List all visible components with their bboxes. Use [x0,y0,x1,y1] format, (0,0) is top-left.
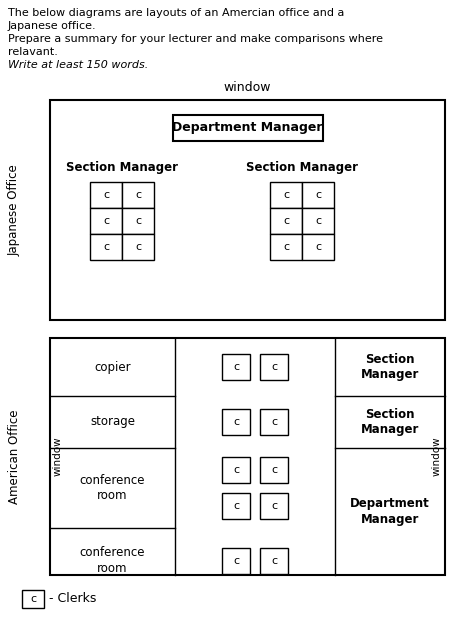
Text: Write at least 150 words.: Write at least 150 words. [8,60,148,70]
Bar [260,354,288,380]
Text: c: c [271,362,277,372]
Text: window: window [432,436,442,476]
Text: conference
room: conference room [80,547,145,575]
Text: c: c [315,242,321,252]
Bar [270,234,302,260]
Text: window: window [53,436,63,476]
Bar [90,208,122,234]
Bar [122,234,154,260]
Bar [222,354,250,380]
Text: c: c [103,216,109,226]
Bar [50,100,445,320]
Bar [260,493,288,518]
Bar [260,547,288,573]
Bar [260,409,288,435]
Text: c: c [103,242,109,252]
Bar [260,458,288,483]
Text: copier: copier [94,360,131,374]
Text: c: c [283,216,289,226]
Text: c: c [135,242,141,252]
Text: c: c [103,190,109,200]
Text: c: c [271,556,277,566]
Text: Section Manager: Section Manager [66,161,178,175]
Text: c: c [271,417,277,427]
Text: c: c [315,216,321,226]
Bar [173,115,323,141]
Text: c: c [315,190,321,200]
Bar [22,590,44,608]
Text: c: c [233,362,239,372]
Bar [222,547,250,573]
Text: window: window [224,81,271,94]
Text: Japanese office.: Japanese office. [8,21,97,31]
Bar [122,182,154,208]
Text: c: c [271,500,277,511]
Text: Section
Manager: Section Manager [361,408,419,436]
Text: Japanese Office: Japanese Office [7,164,20,256]
Bar [50,338,445,575]
Bar [270,182,302,208]
Text: Department Manager: Department Manager [172,122,323,134]
Text: American Office: American Office [7,409,20,504]
Text: c: c [233,556,239,566]
Bar [90,182,122,208]
Text: c: c [271,465,277,476]
Bar [302,234,334,260]
Bar [222,458,250,483]
Text: c: c [233,417,239,427]
Text: Department
Manager: Department Manager [350,497,430,525]
Text: The below diagrams are layouts of an Amercian office and a: The below diagrams are layouts of an Ame… [8,8,345,18]
Text: relavant.: relavant. [8,47,58,57]
Text: Section Manager: Section Manager [246,161,358,175]
Text: Prepare a summary for your lecturer and make comparisons where: Prepare a summary for your lecturer and … [8,34,383,44]
Bar [222,409,250,435]
Text: storage: storage [90,415,135,429]
Text: c: c [135,190,141,200]
Bar [90,234,122,260]
Text: - Clerks: - Clerks [49,593,96,605]
Text: c: c [233,500,239,511]
Bar [302,208,334,234]
Text: conference
room: conference room [80,474,145,502]
Text: c: c [233,465,239,476]
Bar [302,182,334,208]
Bar [122,208,154,234]
Text: c: c [135,216,141,226]
Bar [222,493,250,518]
Text: c: c [30,594,36,604]
Text: Section
Manager: Section Manager [361,353,419,381]
Text: c: c [283,242,289,252]
Bar [270,208,302,234]
Text: c: c [283,190,289,200]
